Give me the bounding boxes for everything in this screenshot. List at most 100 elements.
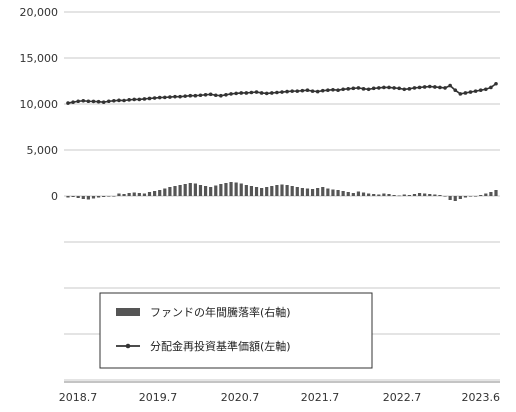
bar <box>132 192 136 196</box>
line-point <box>295 89 300 93</box>
line-point <box>152 96 157 100</box>
bar <box>229 182 233 196</box>
line-point <box>346 87 351 91</box>
bar <box>448 196 452 200</box>
line-point <box>443 86 447 90</box>
line-point <box>244 91 249 95</box>
bar <box>91 196 96 199</box>
bar <box>107 196 111 197</box>
bar <box>346 192 350 196</box>
bar <box>336 190 340 196</box>
bar <box>463 196 468 198</box>
bar <box>331 189 335 196</box>
bar <box>147 192 152 196</box>
line-point <box>193 93 198 98</box>
line-point <box>178 94 182 99</box>
line-point <box>86 99 91 104</box>
line-point <box>106 99 111 104</box>
bar <box>102 196 106 197</box>
bar <box>122 194 126 196</box>
line-point <box>254 90 259 94</box>
line-point <box>300 88 305 93</box>
line-point <box>427 84 432 89</box>
bar <box>468 196 473 197</box>
line-point <box>478 88 483 92</box>
bar <box>168 187 172 196</box>
line-series <box>66 81 498 105</box>
bar <box>275 185 279 196</box>
line-point <box>310 89 315 93</box>
line-point <box>371 86 376 91</box>
bar <box>260 188 264 196</box>
bar <box>377 194 381 196</box>
line-point <box>249 90 254 95</box>
line-point <box>132 97 137 102</box>
line-point <box>397 86 401 91</box>
line-point <box>494 81 498 86</box>
line-point <box>382 85 386 90</box>
legend-label-bar: ファンドの年間騰落率(右軸) <box>150 305 291 319</box>
bar <box>244 185 248 196</box>
bar <box>117 193 121 196</box>
line-point <box>112 98 116 103</box>
bar <box>417 193 422 196</box>
bar <box>178 185 182 196</box>
bar <box>372 194 376 196</box>
line-point <box>489 85 493 90</box>
left-axis-tick-label: 10,000 <box>20 98 59 111</box>
bar <box>392 195 396 196</box>
line-point <box>433 85 437 89</box>
bar <box>321 187 325 196</box>
bar <box>219 184 223 196</box>
left-axis-tick-label: 15,000 <box>20 52 59 65</box>
line-point <box>239 91 244 95</box>
x-axis-tick-label: 2022.7 <box>383 391 422 404</box>
line-point <box>417 85 422 90</box>
bar <box>423 193 427 196</box>
bar <box>295 187 299 196</box>
line-point <box>326 88 330 92</box>
bar <box>209 187 213 196</box>
line-point <box>96 99 101 104</box>
bar <box>234 182 238 196</box>
line-point <box>438 85 442 90</box>
line-point <box>361 87 366 91</box>
line-point <box>91 99 96 104</box>
bar <box>137 193 141 196</box>
line-point <box>71 100 75 104</box>
left-axis-tick-label: 20,000 <box>20 6 59 19</box>
bar <box>397 195 401 197</box>
bar <box>407 195 411 196</box>
bar <box>265 187 269 196</box>
line-point <box>147 96 152 101</box>
line-point <box>168 95 172 99</box>
bar <box>214 185 218 196</box>
line-point <box>356 86 361 90</box>
bar <box>382 193 386 196</box>
bar <box>474 196 478 197</box>
line-point <box>81 98 86 103</box>
bar <box>479 195 483 196</box>
bar <box>310 189 315 196</box>
bar <box>453 196 457 201</box>
x-axis-labels: 2018.7 2019.7 2020.7 2021.7 2022.7 2023.6 <box>59 391 500 404</box>
line-point <box>463 91 468 95</box>
line-point <box>188 93 193 98</box>
line-point <box>468 90 473 94</box>
bar <box>285 185 289 196</box>
line-point <box>183 94 187 98</box>
x-axis-tick-label: 2018.7 <box>59 391 98 404</box>
line-point <box>66 101 70 105</box>
bar <box>280 184 284 196</box>
bar <box>443 196 447 197</box>
line-point <box>305 88 310 92</box>
line-point <box>285 89 289 94</box>
legend-label-line: 分配金再投資基準価額(左軸) <box>150 339 291 353</box>
bar <box>458 196 462 199</box>
legend-bar-swatch <box>116 308 140 316</box>
line-point <box>142 97 147 101</box>
line-point <box>157 95 162 100</box>
line-point <box>484 87 488 92</box>
x-axis-tick-label: 2023.6 <box>462 391 501 404</box>
